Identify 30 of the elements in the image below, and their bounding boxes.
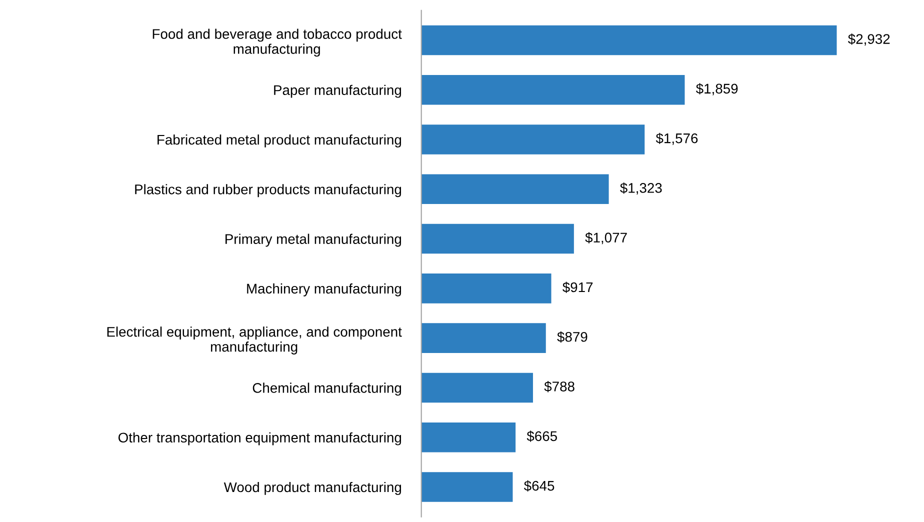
data-label: $665 bbox=[526, 430, 557, 442]
bar bbox=[421, 472, 513, 502]
data-label: $917 bbox=[562, 282, 593, 293]
bar bbox=[421, 74, 685, 105]
y-tick-label: Food and beverage and tobacco product manufacturing bbox=[152, 28, 402, 57]
bar bbox=[421, 323, 546, 353]
y-tick-label: Fabricated metal product manufacturing bbox=[158, 134, 402, 148]
bar bbox=[421, 174, 609, 204]
data-label: $2,932 bbox=[848, 34, 890, 46]
bar bbox=[421, 372, 533, 403]
y-tick-label: Machinery manufacturing bbox=[247, 283, 402, 296]
y-tick-label: Other transportation equipment manufacturing bbox=[118, 432, 402, 446]
bar bbox=[421, 224, 574, 254]
data-label: $1,576 bbox=[656, 132, 698, 145]
data-label: $1,859 bbox=[696, 83, 738, 96]
data-label: $788 bbox=[544, 381, 574, 392]
y-tick-label: Paper manufacturing bbox=[274, 84, 402, 98]
y-tick-label: Plastics and rubber products manufacturing bbox=[135, 184, 402, 198]
y-tick-label: Chemical manufacturing bbox=[252, 382, 402, 396]
y-tick-label: Primary metal manufacturing bbox=[226, 234, 402, 247]
data-label: $1,323 bbox=[620, 182, 662, 195]
bar bbox=[421, 124, 645, 154]
y-tick-label: Wood product manufacturing bbox=[224, 482, 402, 495]
data-label: $879 bbox=[557, 331, 588, 343]
bar bbox=[421, 422, 516, 452]
data-label: $1,077 bbox=[585, 232, 627, 244]
data-label: $645 bbox=[524, 480, 554, 492]
bar bbox=[421, 274, 552, 304]
bar bbox=[421, 25, 837, 56]
y-tick-label: Electrical equipment, appliance, and component manufacturing bbox=[107, 326, 402, 354]
